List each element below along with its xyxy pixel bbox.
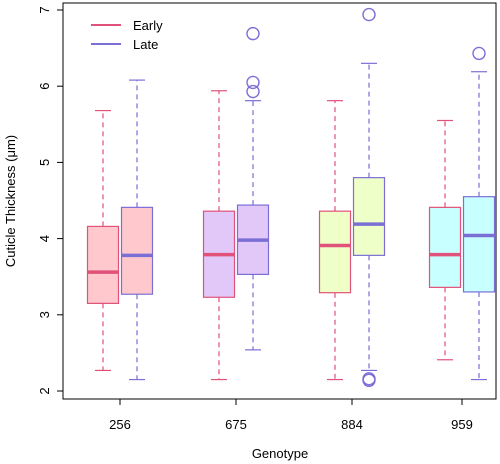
- iqr-box: [86, 225, 120, 304]
- outlier-point-1: [246, 75, 260, 90]
- outlier-point-1: [362, 372, 376, 386]
- box-early-256: [86, 109, 120, 372]
- legend-label-early: Early: [133, 18, 163, 33]
- outlier-point-0: [472, 46, 486, 61]
- y-tick-label-0: 2: [37, 387, 52, 394]
- y-tick-label-3: 5: [37, 159, 52, 166]
- iqr-box: [428, 206, 462, 288]
- x-tick-label-1: 675: [225, 417, 247, 432]
- iqr-box: [120, 206, 154, 295]
- y-axis: 2 3 4 5 6 7: [37, 6, 63, 395]
- x-tick-label-0: 256: [109, 417, 131, 432]
- outlier-point-2: [246, 26, 260, 41]
- box-late-884: [352, 7, 386, 388]
- box-series: [86, 7, 496, 388]
- outlier-point-2: [362, 7, 376, 22]
- box-late-675: [236, 26, 270, 351]
- y-tick-label-5: 7: [37, 6, 52, 13]
- plot-frame: [62, 2, 497, 400]
- legend: Early Late: [91, 18, 163, 52]
- y-axis-title: Cuticle Thickness (μm): [3, 135, 18, 267]
- box-early-959: [428, 119, 462, 361]
- iqr-box: [462, 196, 496, 293]
- x-tick-label-2: 884: [341, 417, 363, 432]
- iqr-box: [352, 177, 386, 256]
- iqr-box: [318, 210, 352, 294]
- y-tick-label-2: 4: [37, 235, 52, 242]
- x-tick-label-3: 959: [451, 417, 473, 432]
- y-tick-label-4: 6: [37, 83, 52, 90]
- outlier-point-0: [246, 84, 260, 99]
- box-early-675: [202, 90, 236, 381]
- legend-label-late: Late: [133, 37, 158, 52]
- x-axis-title: Genotype: [252, 446, 308, 461]
- box-late-959: [462, 46, 496, 381]
- x-axis: 256 675 884 959: [109, 399, 473, 432]
- box-late-256: [120, 79, 154, 381]
- y-tick-label-1: 3: [37, 311, 52, 318]
- box-early-884: [318, 100, 352, 381]
